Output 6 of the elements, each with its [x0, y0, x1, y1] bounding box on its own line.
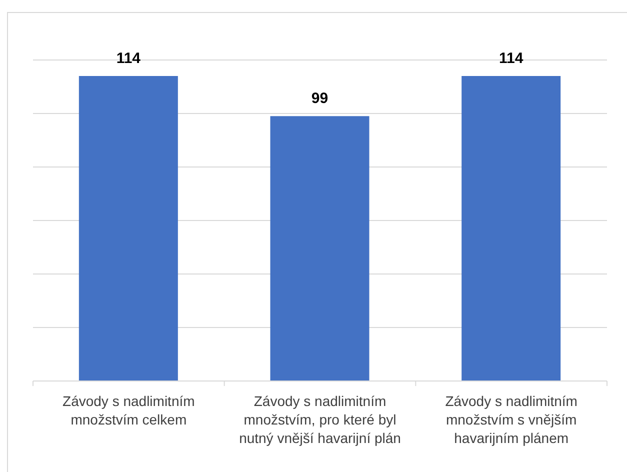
data-label: 114	[116, 50, 142, 68]
x-tick-label: Závody s nadlimitním množstvím s vnějším havarijním plánem	[445, 393, 578, 446]
data-label: 114	[498, 50, 524, 68]
x-tick-label: Závody s nadlimitním množstvím, pro které byl nutný vnější havarijní plán	[239, 393, 401, 446]
x-tick-label: Závody s nadlimitním množstvím celkem	[62, 393, 195, 428]
data-label: 99	[311, 90, 328, 108]
